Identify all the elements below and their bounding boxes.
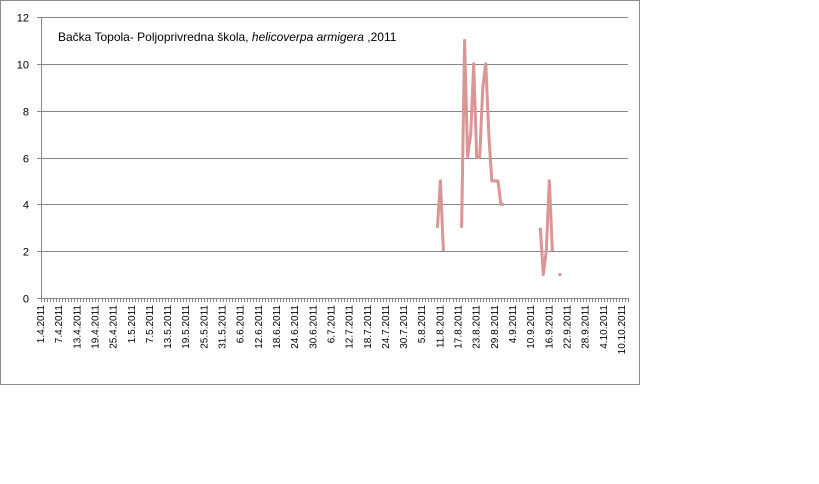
x-tick-label: 1.4.2011 xyxy=(36,305,47,344)
x-tick-label: 19.4.2011 xyxy=(90,305,101,349)
y-tick-label: 10 xyxy=(17,60,29,72)
x-tick-label: 30.7.2011 xyxy=(399,305,410,349)
x-tick-label: 28.9.2011 xyxy=(581,305,592,349)
x-tick-label: 16.9.2011 xyxy=(544,305,555,349)
y-tick-label: 8 xyxy=(23,107,29,119)
axes xyxy=(37,17,629,302)
series-line-segment xyxy=(435,179,445,252)
line-chart: 0 2 4 6 8 10 12 1.4.2011 7.4.2011 13.4.2011 19.4.… xyxy=(17,13,629,355)
y-axis-ticks: 0 2 4 6 8 10 12 xyxy=(17,13,29,306)
chart-frame: 0 2 4 6 8 10 12 1.4.2011 7.4.2011 13.4.2011 19.4.… xyxy=(0,0,640,385)
x-tick-label: 24.7.2011 xyxy=(381,305,392,349)
series-line-segment xyxy=(538,179,554,277)
x-tick-label: 31.5.2011 xyxy=(218,305,229,349)
x-tick-label: 19.5.2011 xyxy=(181,305,192,349)
x-tick-label: 10.9.2011 xyxy=(526,305,537,349)
series-lines xyxy=(435,38,562,277)
x-tick-label: 23.8.2011 xyxy=(472,305,483,349)
x-tick-label: 4.9.2011 xyxy=(508,305,519,344)
y-tick-label: 12 xyxy=(17,13,29,25)
x-tick-label: 11.8.2011 xyxy=(435,305,446,348)
y-tick-label: 6 xyxy=(23,154,29,166)
x-tick-label: 22.9.2011 xyxy=(562,305,573,349)
x-tick-label: 29.8.2011 xyxy=(490,305,501,349)
x-tick-label: 7.5.2011 xyxy=(145,305,156,344)
chart-title: Bačka Topola- Poljoprivredna škola, heli… xyxy=(58,30,397,44)
x-tick-label: 6.7.2011 xyxy=(326,305,337,344)
x-tick-label: 18.7.2011 xyxy=(363,305,374,349)
gridlines xyxy=(41,17,628,252)
x-tick-label: 30.6.2011 xyxy=(308,305,319,349)
x-tick-label: 25.5.2011 xyxy=(199,305,210,349)
x-tick-label: 13.4.2011 xyxy=(72,305,83,349)
x-tick-label: 18.6.2011 xyxy=(272,305,283,349)
chart-title-year: ,2011 xyxy=(364,30,397,44)
x-tick-label: 25.4.2011 xyxy=(109,305,120,349)
y-tick-label: 4 xyxy=(23,200,29,212)
x-tick-label: 12.7.2011 xyxy=(345,305,356,349)
x-tick-label: 6.6.2011 xyxy=(236,305,247,344)
x-tick-label: 24.6.2011 xyxy=(290,305,301,349)
x-tick-label: 10.10.2011 xyxy=(617,305,628,355)
series-line-segment xyxy=(460,38,504,228)
x-tick-label: 1.5.2011 xyxy=(127,305,138,344)
x-tick-label: 5.8.2011 xyxy=(417,305,428,344)
chart-title-plain: Bačka Topola- Poljoprivredna škola, xyxy=(58,30,252,44)
x-tick-label: 17.8.2011 xyxy=(454,305,465,349)
x-tick-label: 4.10.2011 xyxy=(599,305,610,349)
x-tick-label: 7.4.2011 xyxy=(54,305,65,344)
y-tick-label: 2 xyxy=(23,247,29,259)
y-tick-label: 0 xyxy=(23,294,29,306)
x-axis-ticks: 1.4.2011 7.4.2011 13.4.2011 19.4.2011 25.4.2… xyxy=(36,305,628,355)
x-tick-label: 13.5.2011 xyxy=(163,305,174,349)
x-tick-label: 12.6.2011 xyxy=(254,305,265,349)
chart-title-species: helicoverpa armigera xyxy=(252,30,364,44)
